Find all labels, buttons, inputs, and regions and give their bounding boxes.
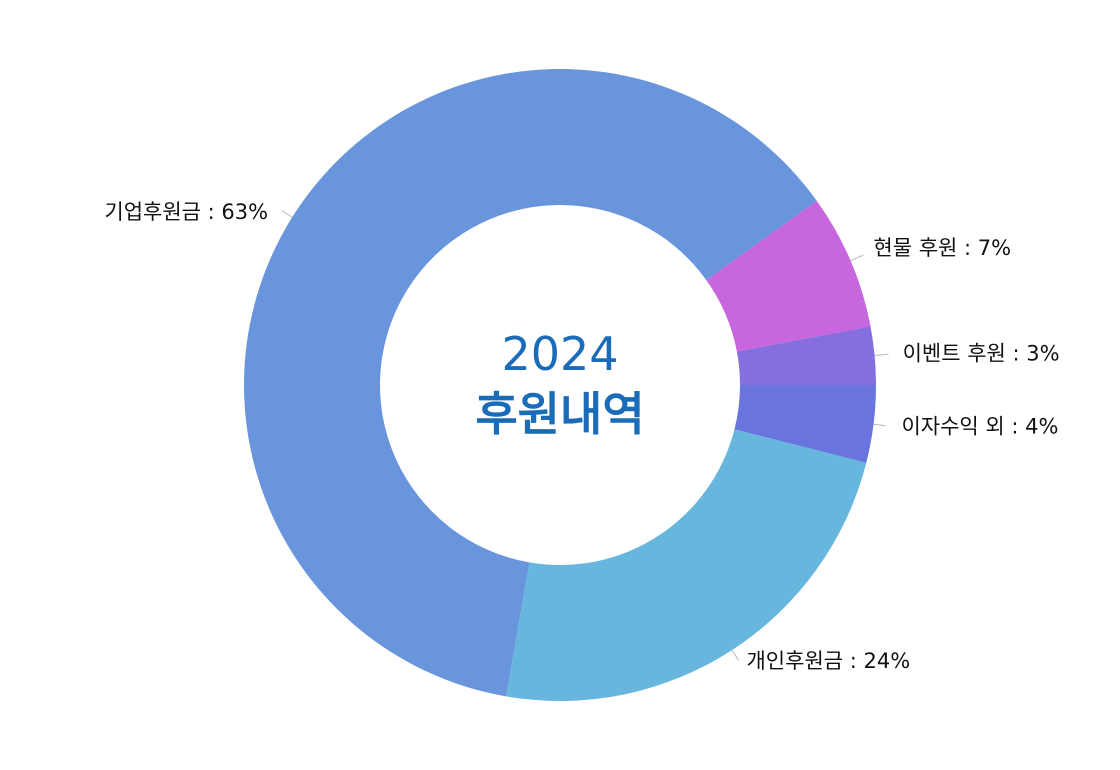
label-in-kind-donation: 현물 후원 : 7% [873,236,1011,260]
leader-line [873,423,886,427]
leader-line [281,210,293,218]
label-individual-donation: 개인후원금 : 24% [746,649,910,673]
label-interest-etc: 이자수익 외 : 4% [901,415,1058,439]
label-corporate-donation: 기업후원금 : 63% [104,200,268,224]
slice-corporate-donation [244,69,817,697]
slice-in-kind-donation [706,200,871,352]
slice-interest-etc [734,385,876,463]
leader-line [850,254,864,262]
leader-lines-group [281,210,889,661]
label-event-donation: 이벤트 후원 : 3% [903,341,1060,365]
leader-line [731,649,739,661]
chart-subtitle: 후원내역 [475,387,644,441]
chart-title: 2024 [501,327,618,381]
slice-labels-group: 이자수익 외 : 4% 개인후원금 : 24% 기업후원금 : 63% 현물 후원 :… [104,200,1059,673]
slices-group [244,69,876,701]
slice-event-donation [736,326,876,385]
leader-line [874,353,889,357]
slice-individual-donation [506,429,867,701]
